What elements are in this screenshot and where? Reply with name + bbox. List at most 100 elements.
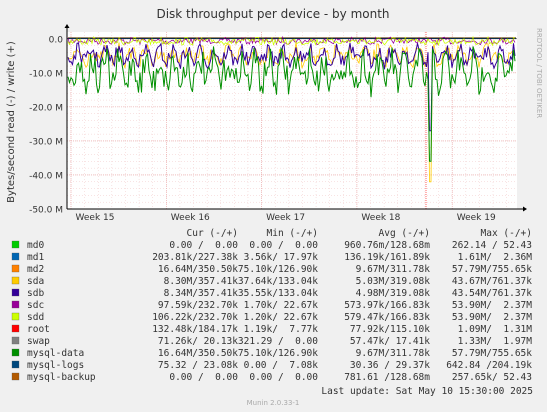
y-tick-label: 0.0: [49, 35, 64, 45]
legend-value-cur: 16.64M/350.50k: [158, 264, 238, 275]
legend-swatch: [11, 300, 20, 309]
legend-value-max: 1.33M/ 1.97M: [458, 336, 533, 347]
legend-series-name: md1: [27, 252, 44, 263]
legend-series-name: sda: [27, 276, 44, 287]
legend-swatch: [11, 348, 20, 357]
legend-value-avg: 579.47k/166.83k: [344, 312, 430, 323]
footer-version: Munin 2.0.33-1: [247, 399, 300, 407]
legend-value-avg: 57.47k/ 17.41k: [350, 336, 430, 347]
legend-value-avg: 781.61 /128.68m: [344, 372, 430, 383]
legend-series-name: sdc: [27, 300, 44, 311]
legend-swatch: [11, 324, 20, 333]
x-axis-arrow: [523, 206, 527, 212]
legend-swatch: [11, 240, 20, 249]
x-tick-label: Week 18: [361, 213, 400, 223]
legend-value-max: 43.54M/761.37k: [452, 288, 532, 299]
legend-series-name: mysql-logs: [27, 360, 84, 371]
legend-swatch: [11, 336, 20, 345]
legend-series-name: mysql-backup: [27, 372, 96, 383]
legend-swatch: [11, 288, 20, 297]
legend-header-avg: Avg (-/+): [379, 228, 430, 239]
legend-value-max: 1.61M/ 2.36M: [458, 252, 533, 263]
x-tick-label: Week 16: [171, 213, 210, 223]
y-axis-arrow: [64, 24, 70, 28]
legend-value-min: 1.19k/ 7.77k: [244, 324, 319, 335]
series-lines: [67, 35, 516, 183]
legend-swatch: [11, 264, 20, 273]
legend-value-max: 57.79M/755.65k: [452, 264, 532, 275]
y-tick-label: -10.0 M: [29, 69, 63, 79]
legend-header-max: Max (-/+): [481, 228, 532, 239]
x-tick-label: Week 15: [76, 213, 115, 223]
legend-value-cur: 8.30M/357.41k: [164, 276, 239, 287]
legend-value-avg: 9.67M/311.78k: [356, 348, 431, 359]
legend-series-name: sdb: [27, 288, 44, 299]
series-mysql-data-line: [67, 46, 516, 162]
legend-value-max: 57.79M/755.65k: [452, 348, 532, 359]
legend-value-cur: 0.00 / 0.00: [169, 240, 238, 251]
legend-value-avg: 136.19k/161.89k: [344, 252, 430, 263]
legend-value-min: 35.55k/133.04k: [238, 288, 318, 299]
watermark: RRDTOOL / TOBI OETIKER: [535, 28, 543, 118]
legend-series-name: mysql-data: [27, 348, 84, 359]
legend-value-min: 75.10k/126.90k: [238, 264, 318, 275]
legend-value-cur: 0.00 / 0.00: [169, 372, 238, 383]
legend-value-min: 75.10k/126.90k: [238, 348, 318, 359]
legend-header-cur: Cur (-/+): [187, 228, 238, 239]
y-tick-label: -50.0 M: [29, 206, 63, 216]
legend-value-min: 0.00 / 7.08k: [244, 360, 319, 371]
legend-value-cur: 132.48k/184.17k: [152, 324, 238, 335]
y-tick-label: -30.0 M: [29, 137, 63, 147]
series-sda-line: [67, 42, 516, 183]
y-tick-label: -40.0 M: [29, 171, 63, 181]
legend: Cur (-/+) Min (-/+) Avg (-/+) Max (-/+) md0 0…: [11, 228, 533, 383]
legend-value-avg: 960.76m/128.68m: [344, 240, 430, 251]
legend-value-cur: 71.26k/ 20.13k: [158, 336, 238, 347]
legend-value-max: 642.84 /204.19k: [446, 360, 532, 371]
legend-value-avg: 573.97k/166.83k: [344, 300, 430, 311]
legend-swatch: [11, 276, 20, 285]
legend-value-avg: 4.98M/319.08k: [356, 288, 431, 299]
legend-series-name: root: [27, 324, 50, 335]
legend-value-min: 0.00 / 0.00: [249, 372, 318, 383]
x-tick-label: Week 17: [266, 213, 305, 223]
legend-value-max: 257.65k/ 52.43: [452, 372, 532, 383]
y-axis-label: Bytes/second read (-) / write (+): [6, 41, 17, 203]
last-update: Last update: Sat May 10 15:30:00 2025: [321, 386, 533, 397]
legend-series-name: sdd: [27, 312, 44, 323]
legend-value-min: 321.29 / 0.00: [238, 336, 318, 347]
legend-value-avg: 9.67M/311.78k: [356, 264, 431, 275]
legend-value-max: 1.09M/ 1.31M: [458, 324, 533, 335]
legend-value-max: 53.90M/ 2.37M: [452, 300, 532, 311]
legend-value-min: 0.00 / 0.00: [249, 240, 318, 251]
legend-swatch: [11, 360, 20, 369]
legend-swatch: [11, 312, 20, 321]
legend-series-name: md0: [27, 240, 44, 251]
legend-value-max: 43.67M/761.37k: [452, 276, 532, 287]
legend-value-cur: 97.59k/232.70k: [158, 300, 238, 311]
legend-value-min: 37.64k/133.04k: [238, 276, 318, 287]
legend-value-min: 1.70k/ 22.67k: [244, 300, 319, 311]
legend-value-min: 1.20k/ 22.67k: [244, 312, 319, 323]
legend-header-min: Min (-/+): [267, 228, 318, 239]
legend-value-avg: 30.36 / 29.37k: [350, 360, 430, 371]
y-tick-label: -20.0 M: [29, 103, 63, 113]
legend-value-max: 53.90M/ 2.37M: [452, 312, 532, 323]
x-tick-label: Week 19: [457, 213, 496, 223]
legend-swatch: [11, 372, 20, 381]
legend-series-name: swap: [27, 336, 50, 347]
legend-series-name: md2: [27, 264, 44, 275]
series-sdb-line: [67, 42, 516, 132]
legend-value-cur: 8.34M/357.41k: [164, 288, 239, 299]
legend-value-avg: 5.03M/319.08k: [356, 276, 431, 287]
legend-value-cur: 106.22k/232.70k: [152, 312, 238, 323]
legend-value-cur: 203.81k/227.38k: [152, 252, 238, 263]
legend-value-avg: 77.92k/115.10k: [350, 324, 430, 335]
axes: 0.0 -10.0 M -20.0 M -30.0 M -40.0 M -50.0 M We…: [29, 24, 527, 223]
legend-value-cur: 75.32 / 23.08k: [158, 360, 238, 371]
legend-value-min: 3.56k/ 17.97k: [244, 252, 319, 263]
legend-swatch: [11, 252, 20, 261]
legend-value-max: 262.14 / 52.43: [452, 240, 532, 251]
chart-title: Disk throughput per device - by month: [156, 7, 389, 21]
